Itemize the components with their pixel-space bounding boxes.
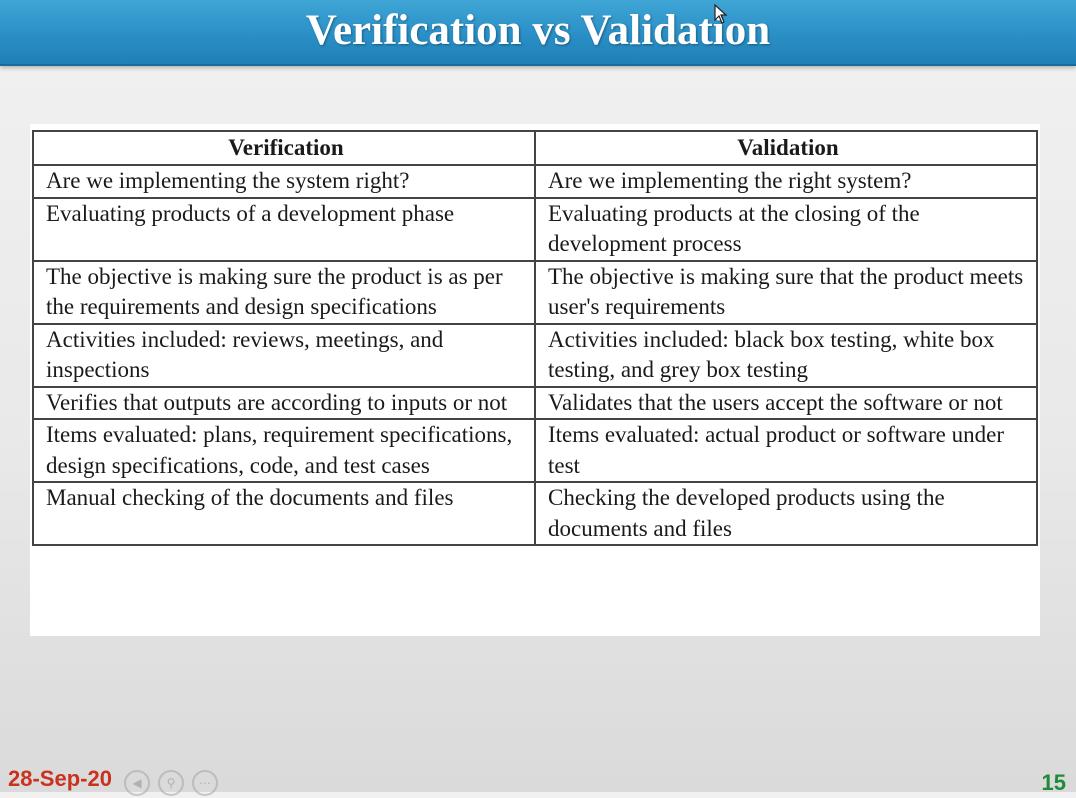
slide-title: Verification vs Validation: [305, 7, 771, 54]
more-icon[interactable]: ⋯: [192, 770, 218, 796]
table-row: The objective is making sure the product…: [32, 259, 1038, 325]
page-number: 15: [1041, 770, 1066, 795]
verification-cell: Are we implementing the system right?: [32, 164, 536, 199]
validation-cell: Validates that the users accept the soft…: [534, 385, 1038, 420]
table-row: Verifies that outputs are according to i…: [32, 385, 1038, 420]
validation-cell: Evaluating products at the closing of th…: [534, 196, 1038, 262]
slide-title-bar: Verification vs Validation: [0, 0, 1076, 66]
verification-cell: The objective is making sure the product…: [32, 259, 536, 325]
verification-cell: Activities included: reviews, meetings, …: [32, 322, 536, 388]
rewind-icon[interactable]: ◀: [124, 770, 150, 796]
table-row: Evaluating products of a development pha…: [32, 196, 1038, 262]
player-controls: ◀ ⚲ ⋯: [124, 770, 218, 798]
table-header-row: Verification Validation: [32, 130, 1038, 166]
validation-cell: Activities included: black box testing, …: [534, 322, 1038, 388]
validation-cell: Are we implementing the right system?: [534, 164, 1038, 199]
table-row: Are we implementing the system right? Ar…: [32, 164, 1038, 199]
slide-date: 28-Sep-20: [8, 766, 112, 791]
comparison-table: Verification Validation Are we implement…: [32, 130, 1038, 546]
verification-cell: Verifies that outputs are according to i…: [32, 385, 536, 420]
search-icon[interactable]: ⚲: [158, 770, 184, 796]
header-validation: Validation: [534, 130, 1038, 166]
table-row: Activities included: reviews, meetings, …: [32, 322, 1038, 388]
validation-cell: Checking the developed products using th…: [534, 481, 1038, 546]
mouse-pointer-icon: [714, 4, 728, 24]
table-row: Manual checking of the documents and fil…: [32, 481, 1038, 546]
validation-cell: The objective is making sure that the pr…: [534, 259, 1038, 325]
verification-cell: Evaluating products of a development pha…: [32, 196, 536, 262]
validation-cell: Items evaluated: actual product or softw…: [534, 418, 1038, 483]
header-verification: Verification: [32, 130, 536, 166]
verification-cell: Items evaluated: plans, requirement spec…: [32, 418, 536, 483]
verification-cell: Manual checking of the documents and fil…: [32, 481, 536, 546]
table-row: Items evaluated: plans, requirement spec…: [32, 418, 1038, 483]
